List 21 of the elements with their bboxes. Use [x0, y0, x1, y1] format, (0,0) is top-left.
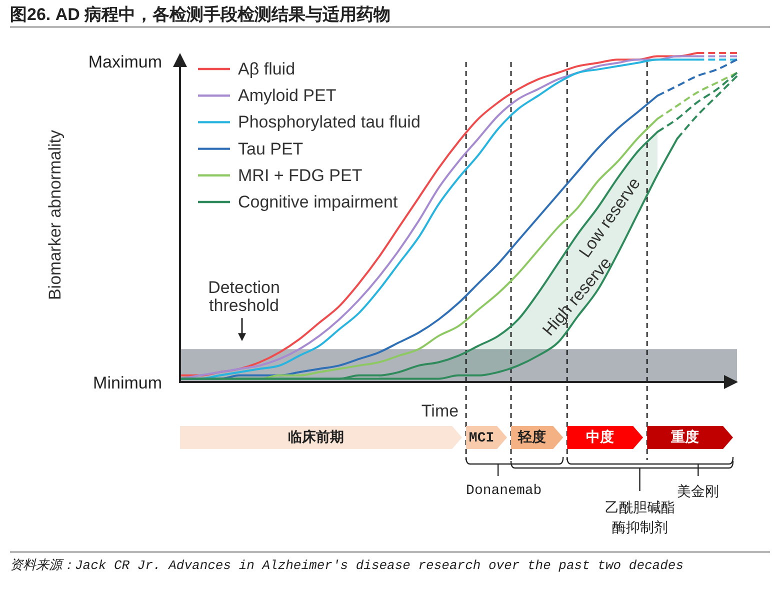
text: 临床前期 — [288, 428, 344, 446]
text: 资料来源：Jack CR Jr. Advances in Alzheimer's disease research over the past two decades — [10, 558, 684, 573]
legend-label: MRI + FDG PET — [238, 166, 362, 185]
text: Maximum — [88, 52, 162, 72]
text: 轻度 — [517, 428, 546, 446]
legend-label: Tau PET — [238, 139, 304, 158]
band-label: Detection threshold — [208, 278, 280, 316]
text: 中度 — [586, 428, 614, 446]
x-axis-title: Time — [421, 402, 459, 420]
text: MCI — [468, 430, 494, 446]
text: 乙酰胆碱酯酶抑制剂 — [604, 500, 675, 537]
text: 重度 — [670, 428, 700, 446]
text: 美金刚 — [677, 484, 720, 501]
legend-label: Phosphorylated tau fluid — [238, 112, 420, 132]
chart-title: 图26. AD 病程中，各检测手段检测结果与适用药物 — [10, 5, 391, 24]
text: Donanemab — [466, 483, 542, 499]
legend-label: Aβ fluid — [238, 60, 296, 78]
legend-label: Amyloid PET — [238, 86, 336, 106]
text: Minimum — [93, 374, 162, 392]
legend-label: Cognitive impairment — [238, 192, 398, 212]
text: Biomarker abnormality — [46, 129, 64, 300]
